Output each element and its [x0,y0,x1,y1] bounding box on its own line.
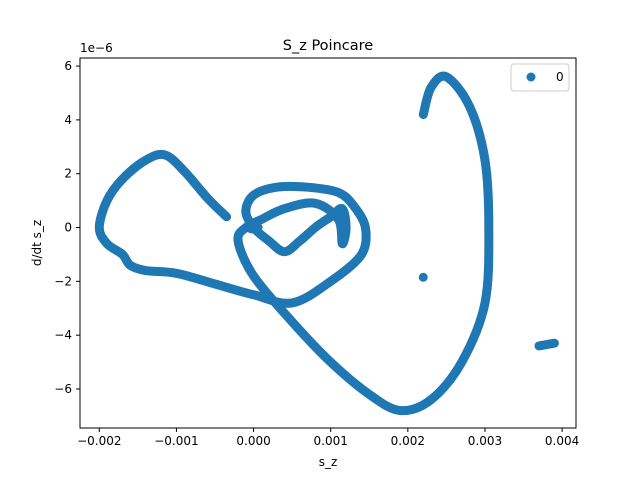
series-0-segment [534,338,559,351]
legend: 0 [510,63,570,92]
x-tick-label: −0.001 [154,434,198,448]
legend-box [510,63,570,92]
y-tick-label: −6 [54,382,72,396]
legend-label: 0 [556,70,564,84]
series-0-point [418,272,428,282]
chart-title: S_z Poincare [283,38,373,54]
y-tick-label: 4 [64,113,72,127]
y-axis: −6 −4 −2 0 2 4 6 [54,59,80,396]
y-tick-label: 2 [64,167,72,181]
legend-marker [526,72,536,82]
y-axis-label: d/dt s_z [30,220,44,266]
x-tick-label: 0.002 [391,434,425,448]
x-axis-label: s_z [319,455,338,469]
x-tick-label: −0.002 [77,434,121,448]
x-tick-label: 0.003 [468,434,502,448]
series-0-cluster [244,221,263,234]
y-tick-label: 0 [64,221,72,235]
plot-area [94,71,559,416]
y-tick-label: 6 [64,59,72,73]
series-0-trajectory [94,71,494,416]
y-scale-label: 1e−6 [80,41,113,55]
x-tick-label: 0.000 [236,434,270,448]
x-axis: −0.002 −0.001 0.000 0.001 0.002 0.003 0.004 [77,428,579,448]
x-tick-label: 0.001 [314,434,348,448]
axes-frame [79,57,577,429]
x-tick-label: 0.004 [545,434,579,448]
y-tick-label: −4 [54,328,72,342]
y-tick-label: −2 [54,274,72,288]
